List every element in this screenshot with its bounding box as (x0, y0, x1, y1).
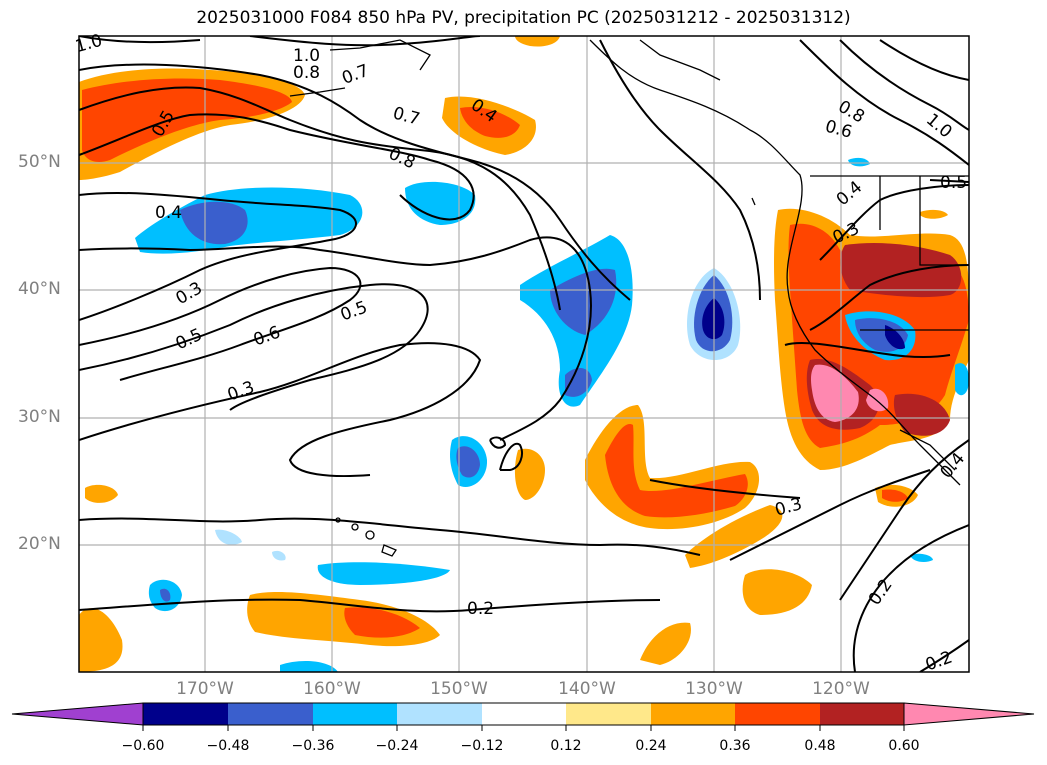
contour-label: 0.4 (936, 449, 969, 483)
lon-label-130w: 130°W (685, 679, 743, 699)
colorbar-tick-label: 0.24 (635, 738, 667, 754)
contour-label: 0.2 (865, 576, 897, 610)
lat-label-20n: 20°N (18, 534, 61, 554)
contour-label: 0.7 (391, 103, 422, 129)
contour-label: 0.7 (339, 61, 371, 89)
contour-label: 0.5 (173, 325, 206, 355)
colorbar-tick-label: 0.60 (888, 738, 920, 754)
contour-label: 0.5 (338, 297, 370, 325)
colorbar-bin (397, 703, 482, 725)
map-frame (78, 35, 970, 673)
map-title: 2025031000 F084 850 hPa PV, precipitatio… (196, 8, 851, 28)
colorbar-tick-label: −0.24 (375, 738, 419, 754)
colorbar-bin (482, 703, 566, 725)
precip-fill-layer (79, 36, 969, 672)
colorbar-bin (735, 703, 820, 725)
colorbar-bin (651, 703, 735, 725)
colorbar-tick-label: −0.60 (121, 738, 165, 754)
contour-label: 1.0 (73, 31, 104, 57)
contour-label: 0.8 (293, 63, 320, 83)
contour-label: 0.3 (173, 278, 206, 309)
colorbar-bin (820, 703, 904, 725)
colorbar-tick-label: −0.48 (206, 738, 250, 754)
contour-label: 0.3 (773, 494, 804, 520)
colorbar-tick-label: −0.12 (460, 738, 504, 754)
colorbar-extend-min (11, 702, 144, 726)
colorbar-bin (566, 703, 651, 725)
lon-label-170w: 170°W (176, 679, 234, 699)
colorbar-tick-label: 0.36 (719, 738, 751, 754)
contour-label: 0.2 (467, 599, 494, 619)
lat-lon-grid (79, 36, 969, 672)
contour-label: 1.0 (922, 110, 956, 143)
lat-label-40n: 40°N (18, 279, 61, 299)
lon-label-150w: 150°W (430, 679, 488, 699)
colorbar-tick-label: 0.48 (804, 738, 836, 754)
lon-label-160w: 160°W (303, 679, 361, 699)
colorbar-extend-max (903, 702, 1035, 726)
colorbar-tick-label: −0.36 (291, 738, 335, 754)
pv-contours (79, 36, 969, 672)
colorbar (11, 702, 1035, 731)
contour-label: 0.5 (940, 173, 967, 193)
lon-label-140w: 140°W (558, 679, 616, 699)
lat-label-30n: 30°N (18, 407, 61, 427)
colorbar-tick-label: 0.12 (550, 738, 582, 754)
contour-label: 0.8 (385, 144, 418, 174)
colorbar-bin (143, 703, 228, 725)
contour-label: 0.4 (155, 203, 182, 223)
contour-label: 0.4 (833, 177, 867, 210)
lon-label-120w: 120°W (812, 679, 870, 699)
contour-label: 0.6 (251, 322, 283, 350)
colorbar-bin (228, 703, 313, 725)
contour-label: 1.0 (293, 46, 320, 66)
contour-label: 0.3 (225, 377, 257, 405)
lat-label-50n: 50°N (18, 152, 61, 172)
colorbar-frame (142, 702, 905, 726)
colorbar-bin (313, 703, 397, 725)
